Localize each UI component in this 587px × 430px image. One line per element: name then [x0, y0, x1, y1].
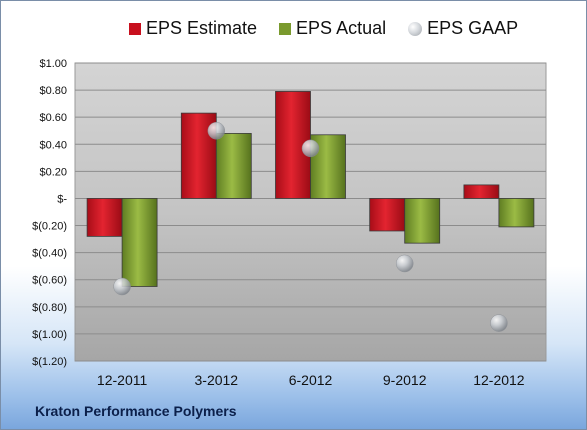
bar-eps-estimate	[86, 198, 123, 237]
chart-legend: EPS Estimate EPS Actual EPS GAAP	[129, 18, 540, 39]
eps-chart: $1.00 $0.80 $0.60 $0.40 $0.20 $- $(0.20) $(0.40…	[32, 58, 547, 388]
company-name: Kraton Performance Polymers	[35, 403, 237, 419]
legend-marker-eps-gaap	[408, 21, 423, 36]
x-tick-label: 12-2012	[473, 372, 525, 388]
bar-eps-actual	[215, 133, 252, 199]
legend-label-eps-actual: EPS Actual	[296, 18, 387, 38]
y-tick-label: $-	[57, 193, 67, 205]
legend-item-eps-estimate: EPS Estimate	[129, 18, 257, 39]
y-tick-label: $0.80	[39, 85, 67, 97]
bar-eps-actual	[404, 198, 441, 244]
y-tick-label: $(0.80)	[32, 302, 67, 314]
legend-label-eps-gaap: EPS GAAP	[427, 18, 519, 38]
bar-eps-estimate	[369, 198, 406, 232]
y-tick-label: $0.20	[39, 166, 67, 178]
y-tick-label: $(1.00)	[32, 329, 67, 341]
marker-eps-gaap	[113, 277, 131, 296]
legend-swatch-eps-actual	[279, 22, 292, 35]
legend-item-eps-actual: EPS Actual	[279, 18, 386, 39]
y-tick-label: $1.00	[39, 58, 67, 70]
x-tick-label: 12-2011	[97, 372, 148, 388]
x-tick-label: 9-2012	[383, 372, 427, 388]
bar-eps-actual	[498, 198, 535, 228]
legend-swatch-eps-estimate	[129, 22, 141, 35]
marker-eps-gaap	[207, 121, 226, 140]
marker-eps-gaap	[395, 254, 414, 273]
y-tick-label: $(0.20)	[32, 221, 67, 233]
bar-eps-actual	[121, 198, 158, 287]
legend-item-eps-gaap: EPS GAAP	[408, 18, 518, 39]
y-tick-label: $0.40	[39, 139, 67, 151]
bar-eps-estimate	[463, 184, 500, 199]
marker-eps-gaap	[490, 314, 508, 332]
x-tick-label: 3-2012	[195, 372, 239, 388]
x-tick-label: 6-2012	[289, 372, 333, 388]
y-tick-label: $(1.20)	[32, 356, 67, 368]
bar-eps-actual	[310, 134, 346, 199]
legend-label-eps-estimate: EPS Estimate	[146, 18, 258, 38]
y-tick-label: $(0.60)	[32, 275, 67, 287]
marker-eps-gaap	[301, 139, 320, 158]
y-tick-label: $0.60	[39, 112, 67, 124]
y-tick-label: $(0.40)	[32, 248, 67, 260]
